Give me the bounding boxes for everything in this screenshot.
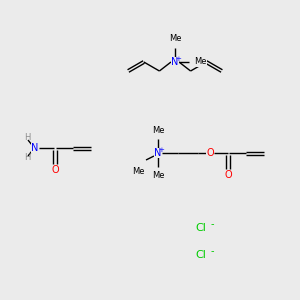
Text: O: O [224,170,232,180]
Text: H: H [24,134,30,142]
Text: -: - [211,246,214,256]
Text: +: + [158,147,164,153]
Text: Cl: Cl [195,223,206,233]
Text: Me: Me [152,171,164,180]
Text: -: - [211,219,214,229]
Text: Me: Me [169,34,181,43]
Text: Cl: Cl [195,250,206,260]
Text: +: + [175,56,181,62]
Text: N: N [31,143,39,153]
Text: Me: Me [132,167,144,176]
Text: N: N [171,57,179,67]
Text: H: H [24,154,30,163]
Text: Me: Me [152,126,164,135]
Text: N: N [154,148,162,158]
Text: Me: Me [194,58,206,67]
Text: O: O [206,148,214,158]
Text: O: O [51,165,59,175]
